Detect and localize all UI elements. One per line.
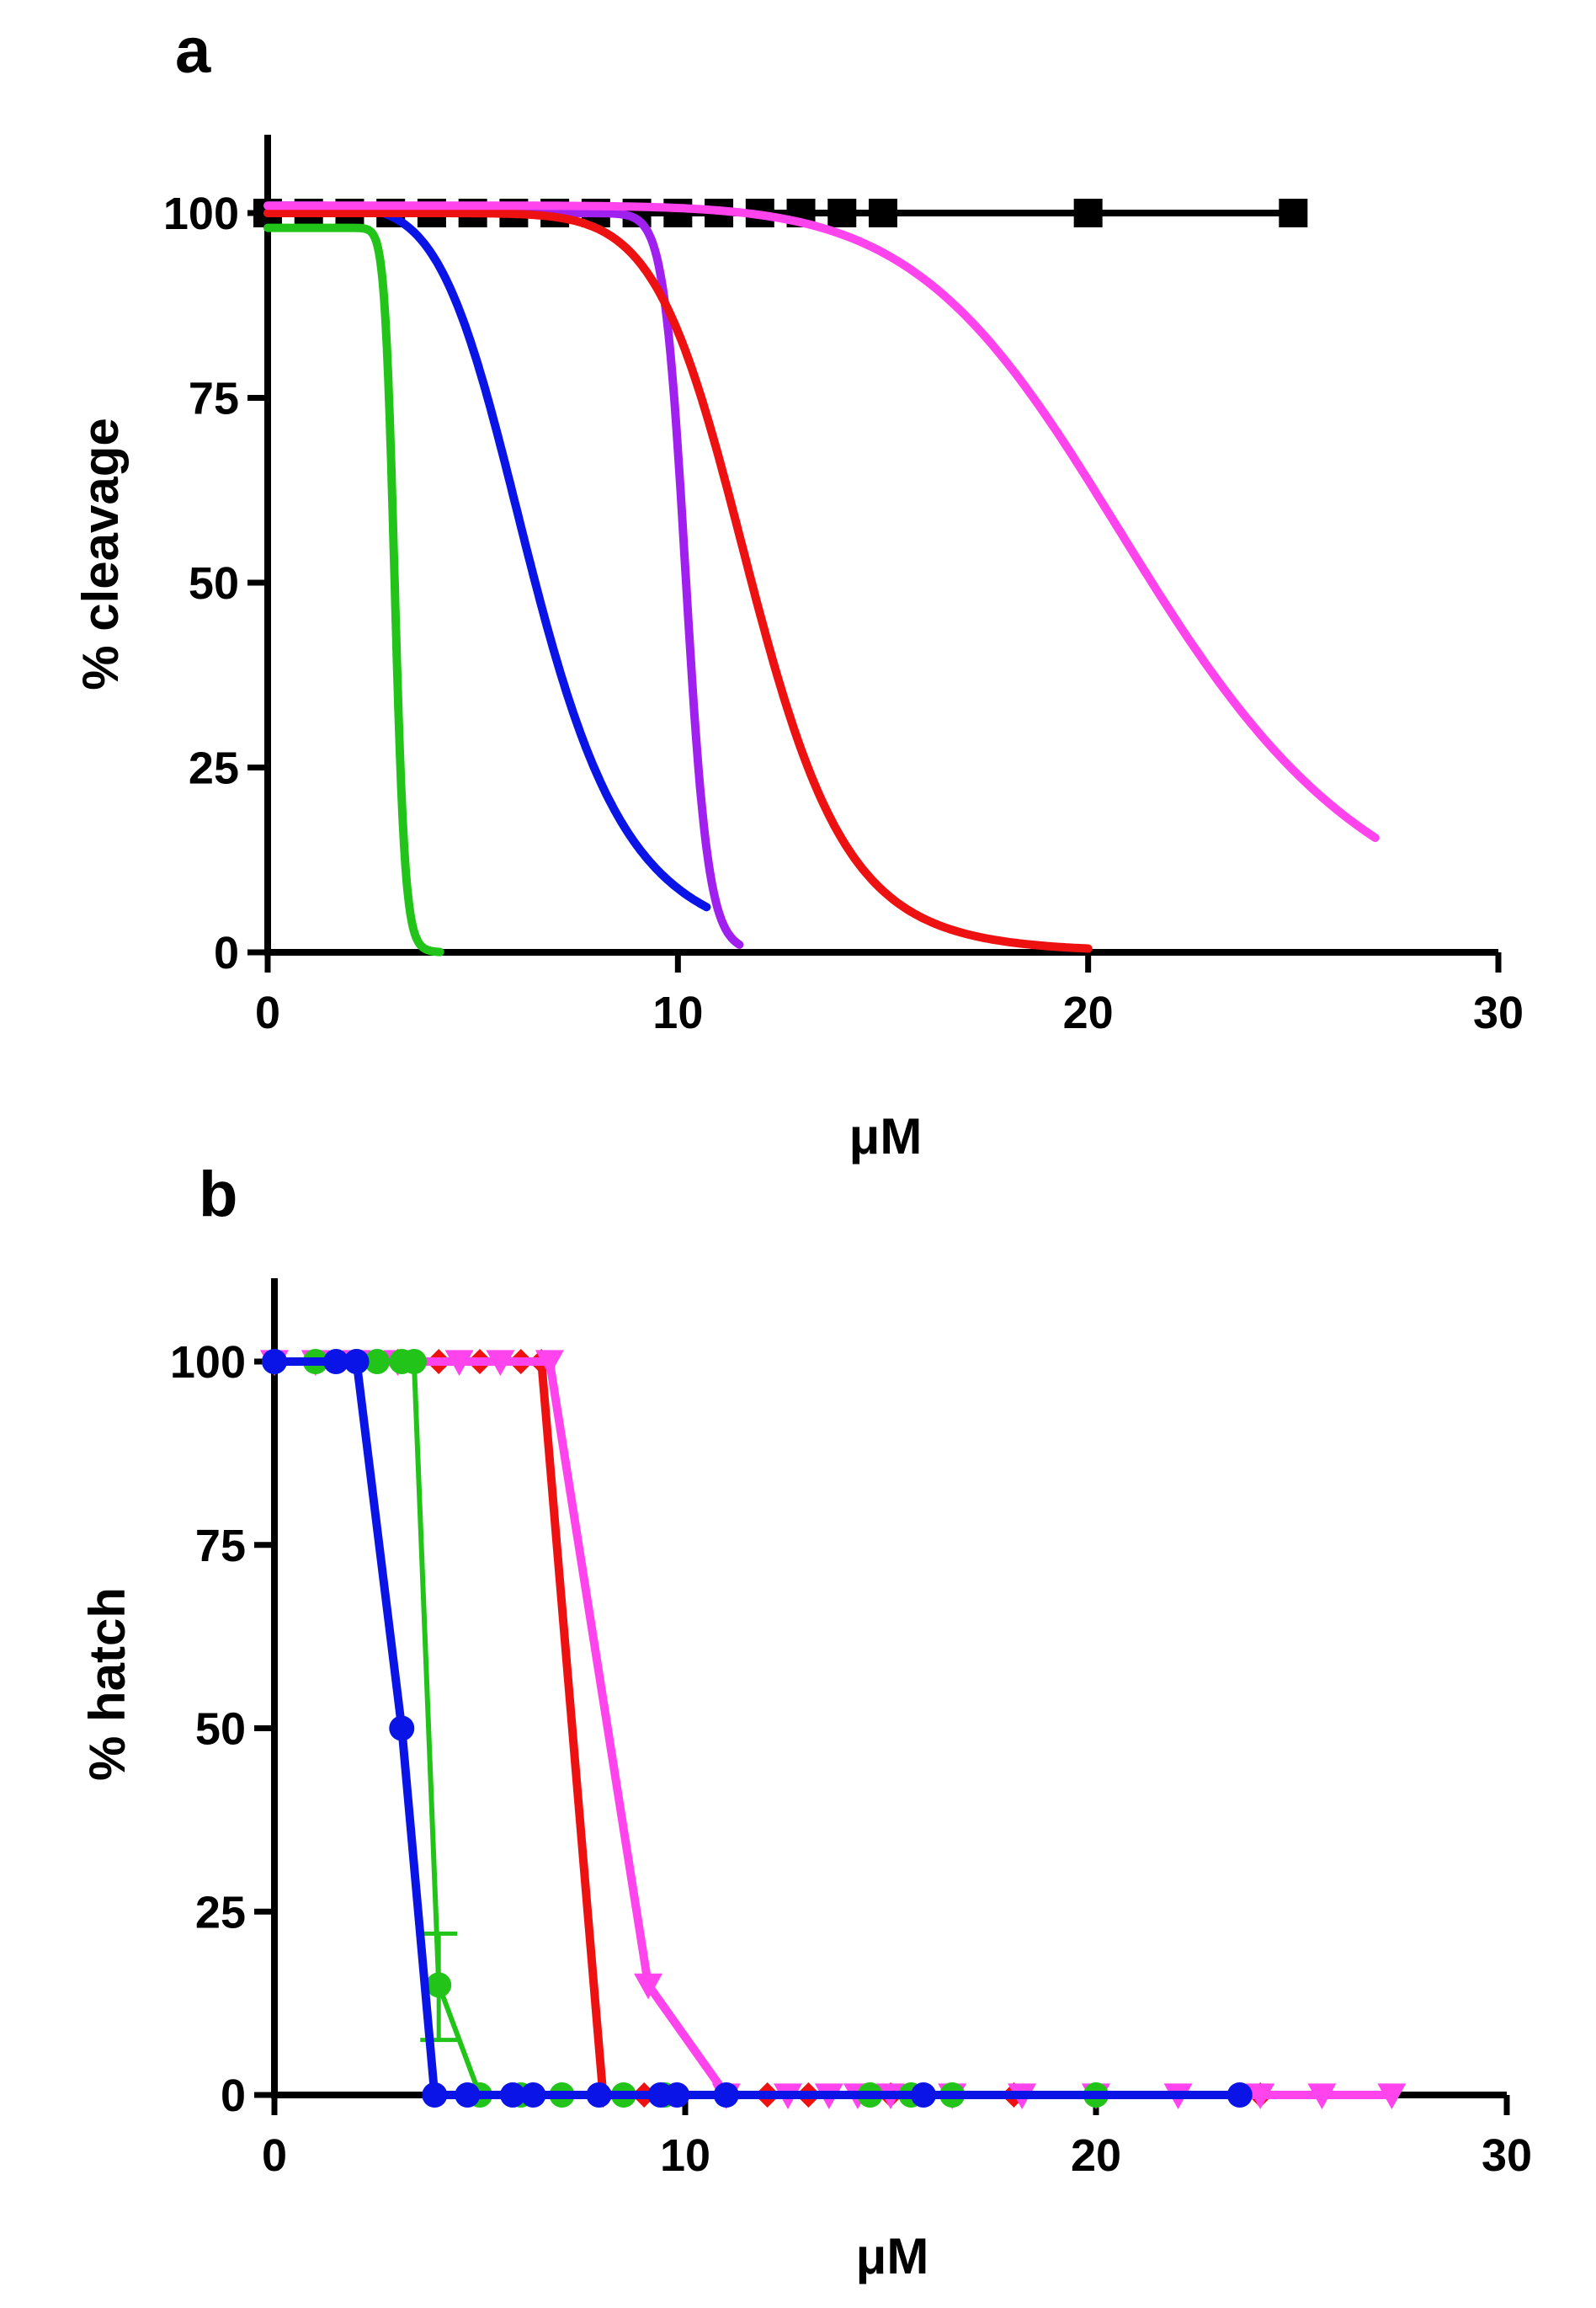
panel-b-x-tick-label: 10 [660,2130,710,2181]
panel-b-plot-area [260,1349,1407,2109]
panel-b-series-blue-marker [520,2082,546,2108]
panel-b-x-tick-label: 20 [1071,2130,1121,2181]
panel-a-series-black-marker [827,199,857,227]
panel-b-series-magenta-marker [1246,2083,1275,2109]
panel-a-series-black-marker [1279,199,1308,227]
panel-b-series-blue-marker [713,2082,739,2108]
panel-b-series-blue-marker [500,2082,526,2108]
panel-b-series-blue [262,1349,1253,2108]
panel-a-series-red-fit-curve [263,209,1093,953]
panel-b-series-blue-marker [422,2082,448,2108]
panel-b-y-tick-label: 100 [170,1337,246,1388]
panel-b-series-blue-marker [911,2082,937,2108]
panel-b-chart: b 0 25 50 75 100 0 10 20 30 μM % hatch [79,1159,1532,2284]
panel-a-series-magenta [263,201,1380,842]
panel-b-series-blue-marker [455,2082,481,2108]
panel-b-series-blue-marker [1226,2082,1253,2108]
panel-b-x-tick-label: 30 [1482,2130,1532,2181]
panel-a-series-purple-fit-curve [263,209,744,949]
panel-b-y-tick-label: 50 [195,1704,246,1755]
panel-b-series-magenta-marker [444,1350,474,1376]
panel-a-y-tick-label: 75 [189,374,239,424]
panel-b-series-blue-marker [664,2082,690,2108]
panel-b-series-green-marker [364,1349,390,1374]
panel-a-x-tick-label: 0 [255,988,280,1038]
panel-a-series-black-marker [869,199,897,227]
panel-b-series-blue-marker [389,1715,415,1741]
panel-a-series-black-marker [1073,199,1103,227]
panel-a-y-tick-label: 0 [214,928,239,978]
panel-b-x-axis-title: μM [856,2228,929,2284]
panel-b-series-magenta-marker [1377,2083,1407,2109]
panel-b-x-tick-label: 0 [262,2130,287,2181]
panel-a-y-tick-label: 25 [189,744,239,794]
panel-a-y-tick-label: 100 [163,189,239,239]
panel-a-x-tick-label: 20 [1063,988,1114,1038]
panel-a-series-blue [263,201,711,912]
panel-b-series-green [262,1349,1109,2108]
panel-b-series-blue-marker [323,1349,349,1374]
panel-a-label: a [175,15,211,87]
panel-b-series-magenta-marker [634,1973,663,2000]
panel-a-series-green-fit-curve [263,223,444,957]
panel-a-x-tick-label: 30 [1473,988,1524,1038]
panel-a-series-magenta-fit-curve [263,201,1380,842]
panel-b-y-tick-label: 0 [221,2071,246,2121]
panel-b-series-blue-marker [586,2082,612,2108]
panel-b-y-tick-label: 25 [195,1887,246,1938]
panel-b-label: b [199,1159,237,1230]
panel-b-y-tick-label: 75 [195,1521,246,1571]
panel-b-series-magenta-marker [1307,2083,1337,2109]
panel-a-x-axis: 0 10 20 30 [255,949,1524,1038]
panel-a-y-axis: 0 25 50 75 100 [163,135,271,978]
panel-a-chart: a 0 25 50 75 100 0 10 20 30 μM % cleavage [72,15,1524,1165]
panel-a-y-axis-title: % cleavage [72,418,129,690]
panel-a-x-tick-label: 10 [652,988,703,1038]
panel-b-series-green-marker [426,1972,452,1998]
panel-b-series-blue-marker [343,1349,370,1374]
panel-a-series-green [263,223,444,957]
panel-a-series-red [263,209,1093,953]
panel-a-series-purple [263,209,744,949]
panel-a-plot-area [253,199,1380,957]
panel-b-x-axis: 0 10 20 30 [262,2092,1532,2181]
panel-a-series-blue-fit-curve [263,201,711,912]
panel-a-y-tick-label: 50 [189,558,239,609]
panel-b-series-green-marker [401,1349,427,1374]
panel-b-y-axis: 0 25 50 75 100 [170,1278,278,2121]
panel-a-series-black-marker [663,199,693,227]
panel-b-series-magenta-marker [535,1350,564,1376]
panel-b-series-blue-marker [262,1349,287,1374]
panel-a-x-axis-title: μM [849,1108,923,1165]
panel-b-series-magenta-marker [486,1350,515,1376]
panel-b-y-axis-title: % hatch [79,1587,136,1781]
